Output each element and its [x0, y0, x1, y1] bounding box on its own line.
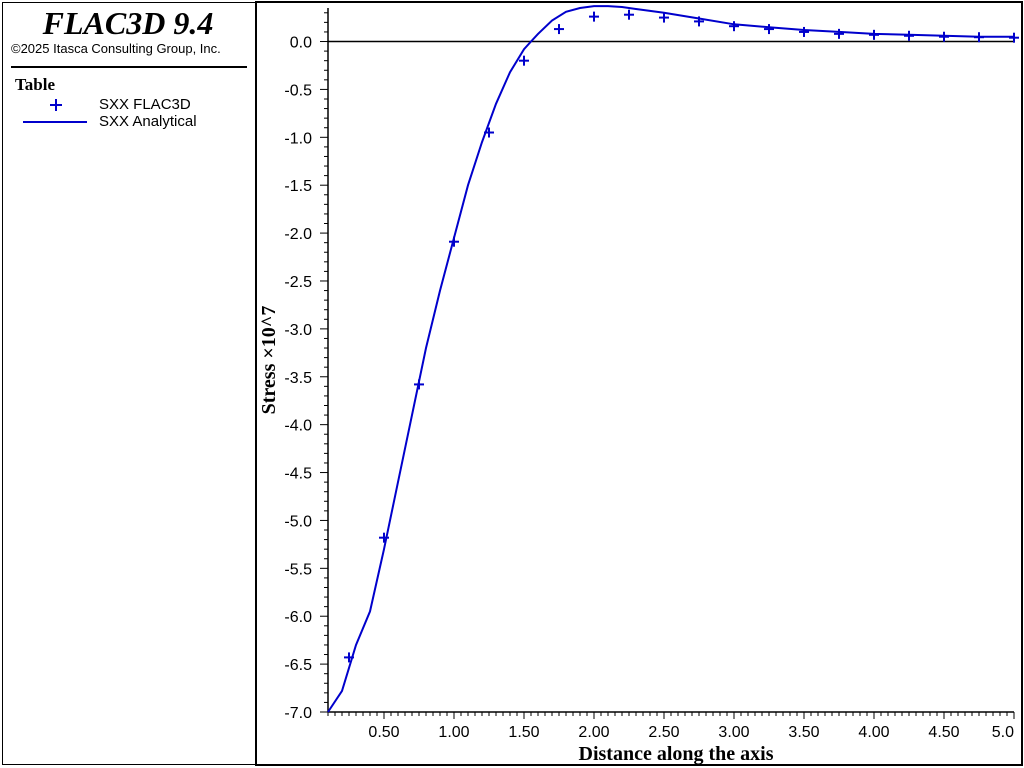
x-tick-label: 2.00 [578, 724, 609, 741]
y-tick-label: -3.0 [284, 322, 312, 339]
x-tick-label: 1.50 [508, 724, 539, 741]
flac3d-data-point [589, 11, 599, 22]
flac3d-data-point [834, 28, 844, 39]
x-tick-label: 2.50 [648, 724, 679, 741]
flac3d-data-point [624, 9, 634, 20]
y-tick-label: 0.0 [290, 35, 312, 52]
y-tick-label: -4.0 [284, 418, 312, 435]
y-tick-label: -2.0 [284, 226, 312, 243]
flac3d-data-point [554, 24, 564, 35]
x-tick-label: 3.00 [718, 724, 749, 741]
plus-marker-icon [50, 99, 62, 111]
y-tick-label: -6.5 [284, 657, 312, 674]
y-tick-label: -4.5 [284, 466, 312, 483]
y-tick-label: -1.0 [284, 130, 312, 147]
series-layer [327, 5, 1019, 713]
x-tick-label: 0.50 [368, 724, 399, 741]
analytical-series-line [327, 5, 1014, 713]
line-marker-icon [23, 121, 87, 123]
x-tick-label: 3.50 [788, 724, 819, 741]
y-tick-label: -2.5 [284, 274, 312, 291]
y-tick-label: -6.0 [284, 609, 312, 626]
legend-label: SXX Analytical [99, 113, 197, 130]
axes-layer: 0.0 -0.5 -1.0 -1.5 -2.0 -2.5 -3.0 -3.5 -4.0 -4.5 -… [284, 8, 1015, 741]
legend-label: SXX FLAC3D [99, 96, 191, 113]
legend-item-sxx-analytical: SXX Analytical [23, 113, 253, 130]
plot-frame [255, 1, 1023, 766]
y-tick-label: -5.5 [284, 561, 312, 578]
copyright-text: ©2025 Itasca Consulting Group, Inc. [11, 41, 221, 56]
flac3d-data-point [659, 12, 669, 23]
y-tick-label: -5.0 [284, 513, 312, 530]
x-tick-label: 4.00 [858, 724, 889, 741]
x-tick-label: 4.50 [928, 724, 959, 741]
y-tick-label: -7.0 [284, 705, 312, 722]
x-tick-label: 5.0 [992, 724, 1014, 741]
legend-item-sxx-flac3d: SXX FLAC3D [23, 96, 253, 113]
app-title: FLAC3D 9.4 [42, 5, 214, 41]
legend-title: Table [15, 75, 56, 94]
flac3d-data-point [799, 26, 809, 37]
x-tick-label: 1.00 [438, 724, 469, 741]
y-tick-label: -0.5 [284, 82, 312, 99]
flac3d-data-point [729, 21, 739, 32]
flac3d-data-point [519, 55, 529, 66]
y-axis-label: Stress ×10^7 [258, 306, 280, 415]
x-axis-label: Distance along the axis [579, 743, 774, 765]
legend-divider [11, 66, 247, 68]
flac3d-data-point [764, 24, 774, 35]
y-tick-label: -3.5 [284, 370, 312, 387]
legend-panel: FLAC3D 9.4 ©2025 Itasca Consulting Group… [2, 2, 256, 765]
y-tick-label: -1.5 [284, 178, 312, 195]
